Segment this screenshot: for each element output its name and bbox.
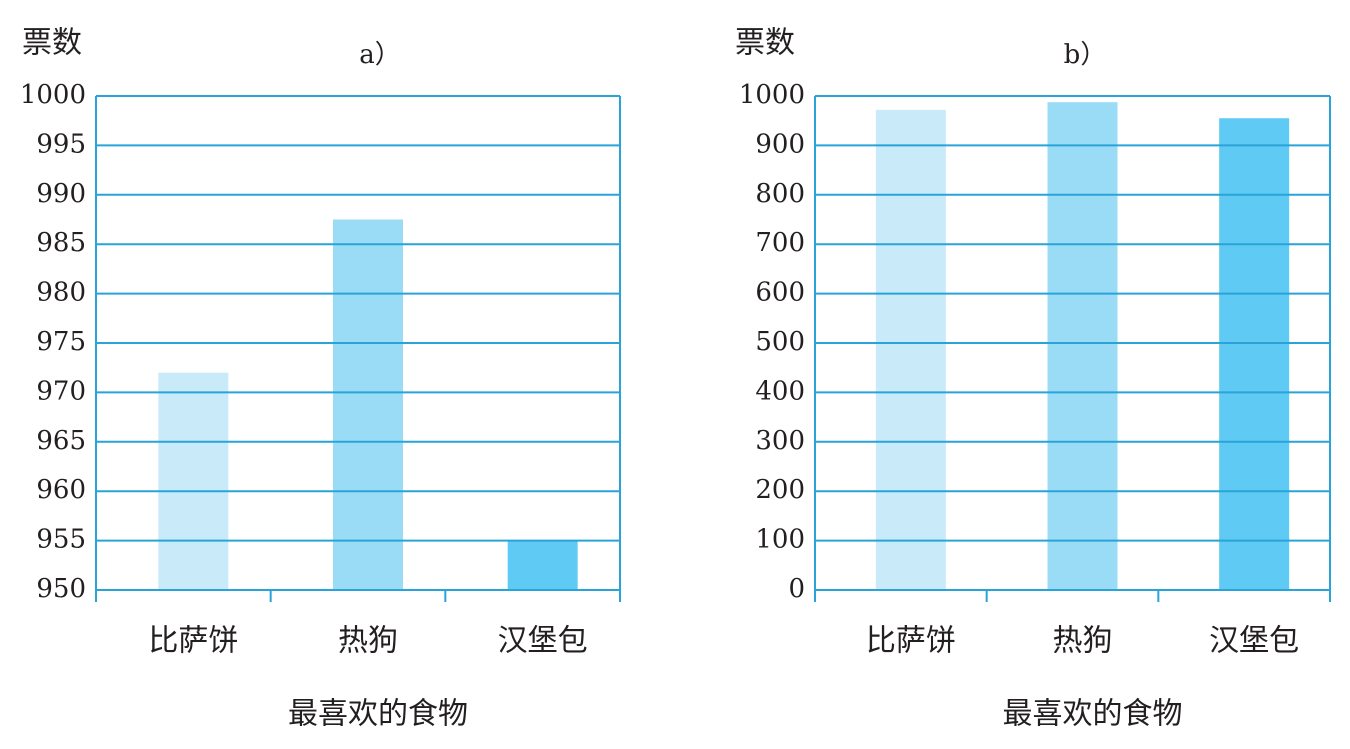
y-tick-label: 980 <box>36 278 86 308</box>
y-axis-label: 票数 <box>22 26 82 61</box>
bar <box>1047 102 1118 591</box>
bar <box>875 109 946 590</box>
y-tick-label: 500 <box>755 327 805 357</box>
y-tick-label: 1000 <box>739 80 805 110</box>
y-tick-label: 0 <box>788 574 805 604</box>
x-tick-label: 比萨饼 <box>148 624 238 659</box>
x-axis-label: 最喜欢的食物 <box>288 697 468 732</box>
y-tick-label: 900 <box>755 129 805 159</box>
y-tick-label: 970 <box>36 376 86 406</box>
y-tick-label: 990 <box>36 179 86 209</box>
y-tick-label: 975 <box>36 327 86 357</box>
x-tick-label: 汉堡包 <box>1209 624 1299 659</box>
y-tick-label: 800 <box>755 179 805 209</box>
bar <box>333 219 403 590</box>
y-tick-label: 985 <box>36 228 86 258</box>
x-tick-label: 汉堡包 <box>498 624 588 659</box>
y-tick-label: 100 <box>755 525 805 555</box>
x-tick-label: 热狗 <box>1053 624 1113 659</box>
y-tick-label: 600 <box>755 278 805 308</box>
y-tick-label: 950 <box>36 574 86 604</box>
chart-title: b） <box>1064 40 1107 70</box>
y-tick-label: 965 <box>36 426 86 456</box>
x-tick-label: 热狗 <box>338 624 398 659</box>
y-tick-label: 995 <box>36 129 86 159</box>
y-tick-label: 1000 <box>20 80 86 110</box>
y-tick-label: 400 <box>755 376 805 406</box>
bar <box>507 540 578 590</box>
y-tick-label: 960 <box>36 475 86 505</box>
chart-title: a） <box>359 40 401 70</box>
y-axis-label: 票数 <box>735 26 795 61</box>
y-tick-label: 300 <box>755 426 805 456</box>
bar <box>158 372 229 590</box>
y-tick-label: 200 <box>755 475 805 505</box>
y-tick-label: 700 <box>755 228 805 258</box>
y-tick-label: 955 <box>36 525 86 555</box>
bar <box>1219 118 1290 590</box>
x-axis-label: 最喜欢的食物 <box>1003 697 1183 732</box>
x-tick-label: 比萨饼 <box>866 624 956 659</box>
